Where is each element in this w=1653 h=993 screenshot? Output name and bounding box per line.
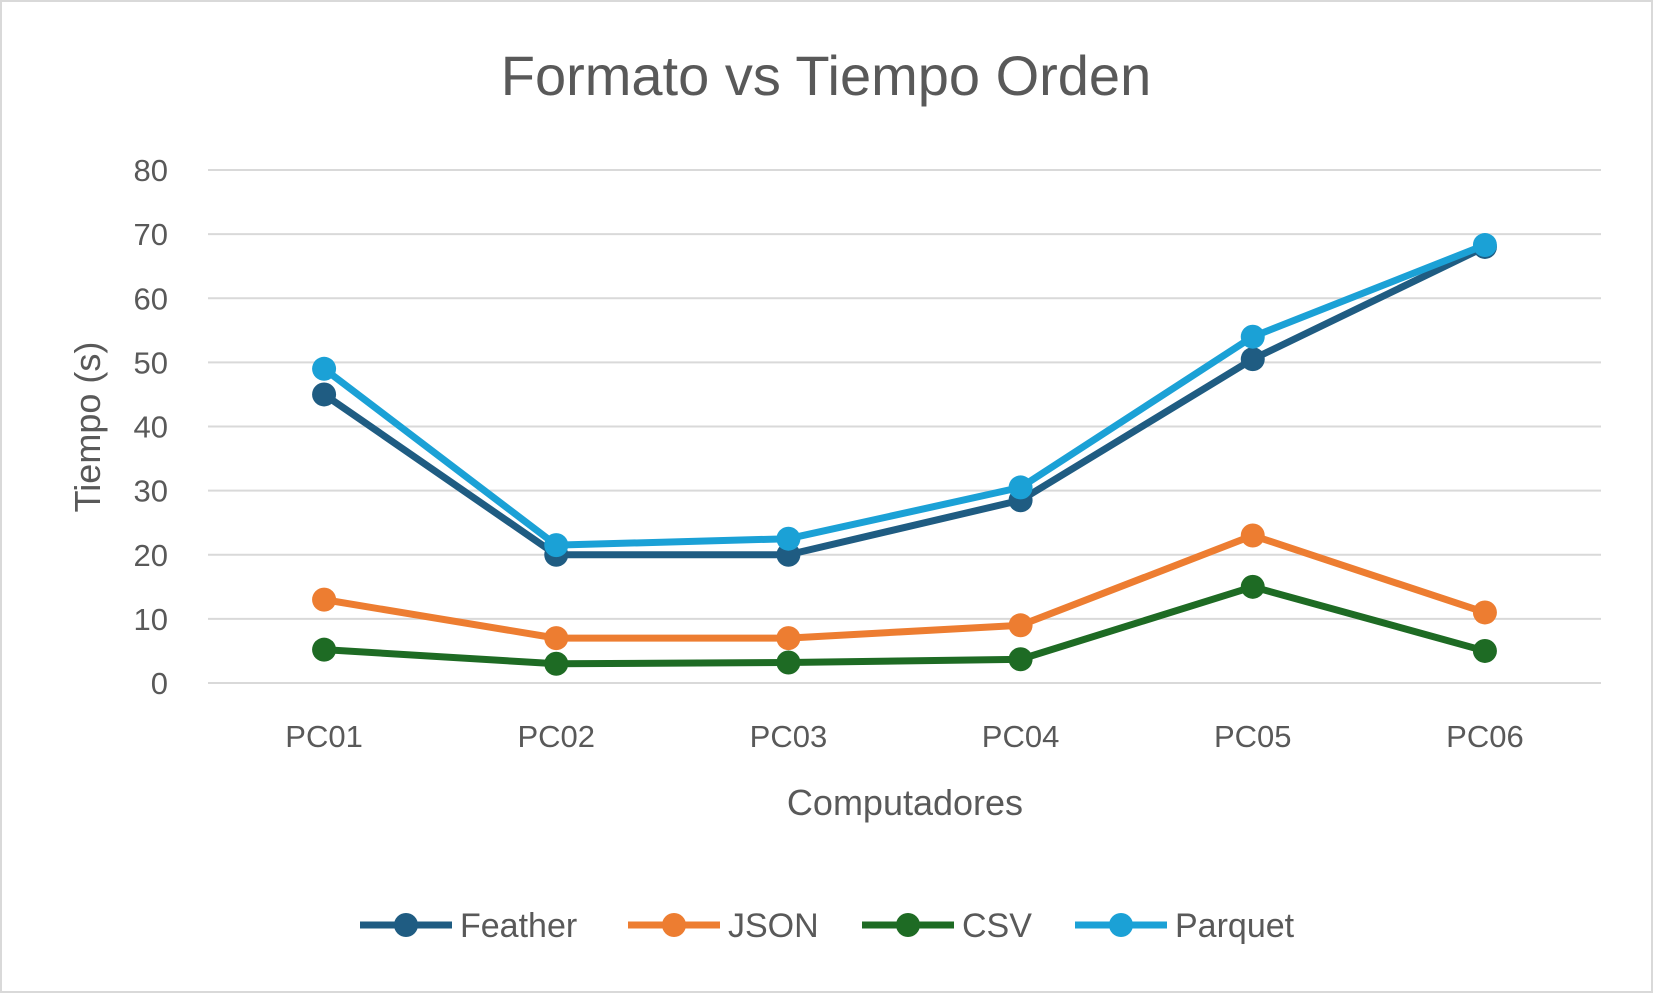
y-tick-label: 20 [134,538,168,573]
csv-point [1008,647,1033,672]
parquet-point [1472,233,1497,258]
json-point [1008,613,1033,638]
legend: Feather JSON CSV Parquet [360,907,1295,945]
legend-item-csv: CSV [862,907,1032,945]
x-axis-ticks: PC01 PC02 PC03 PC04 PC05 PC06 [285,719,1523,754]
csv-point [776,650,801,675]
feather-point [312,382,337,407]
y-tick-label: 0 [151,666,168,701]
x-tick-label: PC02 [517,719,595,754]
series-json [312,523,1497,651]
feather-line [320,243,1489,559]
legend-item-json: JSON [628,907,819,945]
gridlines [208,169,1601,684]
csv-point [544,651,569,676]
y-axis-ticks: 0 10 20 30 40 50 60 70 80 [134,153,168,701]
series-feather [312,234,1497,567]
x-tick-label: PC06 [1446,719,1524,754]
feather-point [1240,347,1265,372]
x-tick-label: PC01 [285,719,363,754]
y-tick-label: 50 [134,345,168,380]
legend-item-parquet: Parquet [1075,907,1295,945]
parquet-line [320,241,1489,549]
y-tick-label: 60 [134,281,168,316]
y-tick-label: 40 [134,410,168,445]
series-layer [312,233,1497,676]
legend-item-feather: Feather [360,907,577,945]
series-csv [312,574,1497,676]
legend-swatch-marker [394,913,418,937]
legend-swatch-marker [662,913,686,937]
parquet-point [312,356,337,381]
x-tick-label: PC04 [982,719,1060,754]
csv-point [1472,638,1497,663]
parquet-point [544,533,569,558]
legend-swatch-marker [1109,913,1133,937]
parquet-point [776,526,801,551]
json-point [1472,600,1497,625]
json-point [544,626,569,651]
legend-label: Parquet [1175,907,1295,945]
json-point [1240,523,1265,548]
json-point [776,626,801,651]
parquet-point [1240,324,1265,349]
x-tick-label: PC03 [750,719,828,754]
json-line [320,532,1489,642]
legend-swatch-marker [896,913,920,937]
y-tick-label: 80 [134,153,168,188]
chart-title: Formato vs Tiempo Orden [501,44,1151,107]
y-tick-label: 10 [134,602,168,637]
x-tick-label: PC05 [1214,719,1292,754]
csv-point [312,637,337,662]
series-parquet [312,233,1497,558]
json-point [312,587,337,612]
y-tick-label: 30 [134,474,168,509]
csv-line [320,583,1489,668]
legend-label: JSON [728,907,819,945]
x-axis-label: Computadores [787,782,1023,823]
y-tick-label: 70 [134,217,168,252]
legend-label: Feather [460,907,577,945]
legend-label: CSV [962,907,1032,945]
parquet-point [1008,475,1033,500]
csv-point [1240,574,1265,599]
y-axis-label: Tiempo (s) [67,342,108,513]
